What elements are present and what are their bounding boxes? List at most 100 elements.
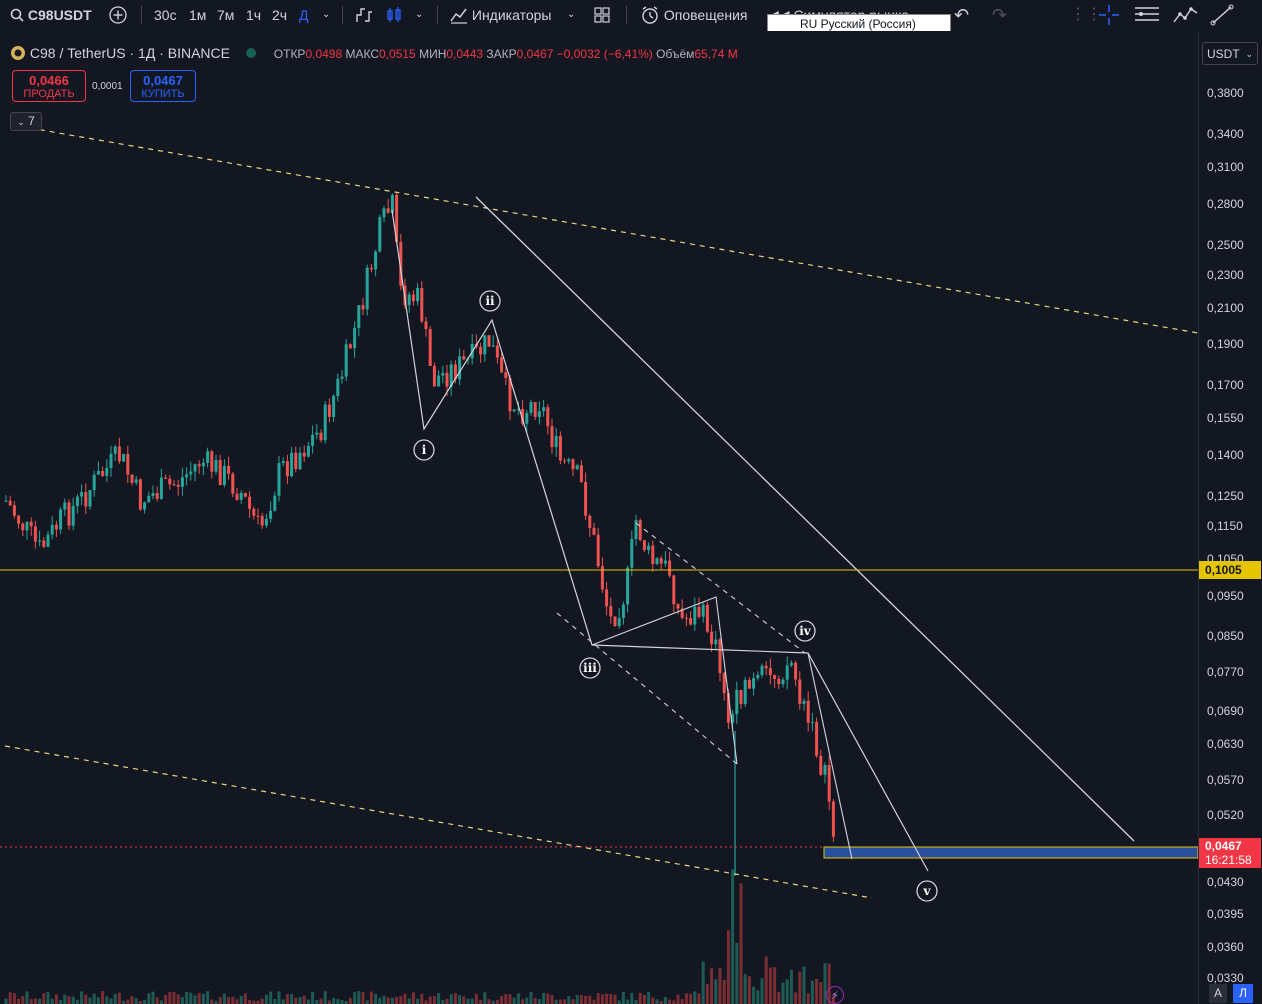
symbol-description[interactable]: С98 / TetherUS · 1Д · BINANCE xyxy=(29,45,230,61)
auto-scale-button[interactable]: A xyxy=(1209,984,1227,1003)
sell-button[interactable]: 0,0466 ПРОДАТЬ xyxy=(12,70,86,102)
volume-bar xyxy=(789,969,793,1004)
volume-bar xyxy=(554,999,558,1004)
candle-body xyxy=(365,267,369,310)
candle-body xyxy=(630,538,634,568)
candle-body xyxy=(344,344,348,377)
candles-style-button[interactable] xyxy=(385,0,403,30)
layouts-button[interactable] xyxy=(593,0,611,30)
upper-channel-dashed-line xyxy=(29,127,1199,334)
candle-body xyxy=(264,518,268,526)
volume-bar xyxy=(697,993,701,1004)
volume-bar xyxy=(264,994,268,1004)
candle-body xyxy=(29,521,33,527)
candle-body xyxy=(227,465,231,474)
volume-bar xyxy=(592,999,596,1004)
volume-bar xyxy=(575,995,579,1004)
chart-pane[interactable]: i ii iii iv v xyxy=(0,31,1199,1004)
candle-body xyxy=(327,404,331,417)
volume-bar xyxy=(458,995,462,1004)
candle-body xyxy=(701,604,705,617)
volume-bar xyxy=(542,992,546,1004)
redo-icon: ↷ xyxy=(992,5,1008,25)
wave-label-circle[interactable] xyxy=(794,620,816,642)
timeframe-1h[interactable]: 1ч xyxy=(246,7,262,23)
volume-bar xyxy=(67,996,71,1004)
chart-style-chevron-icon[interactable]: ⌄ xyxy=(415,9,424,20)
candle-body xyxy=(33,526,37,542)
close-value: 0,0467 xyxy=(516,47,554,61)
volume-bar xyxy=(369,991,373,1004)
candle-body xyxy=(424,321,428,330)
candle-body xyxy=(92,474,96,491)
elliott-wave-tool-button[interactable] xyxy=(1172,0,1200,30)
currency-selector[interactable]: USDT ⌄ xyxy=(1202,42,1258,65)
timeframe-day[interactable]: Д xyxy=(299,7,309,23)
timeframe-2h[interactable]: 2ч xyxy=(272,7,288,23)
volume-bar xyxy=(466,998,470,1004)
candle-body xyxy=(684,617,688,619)
volume-bar xyxy=(378,997,382,1004)
candle-body xyxy=(588,515,592,528)
candle-body xyxy=(441,372,445,376)
buy-label: КУПИТЬ xyxy=(141,88,185,100)
volume-bar xyxy=(180,996,184,1004)
volume-bar xyxy=(327,1000,331,1004)
alerts-button[interactable]: Оповещения xyxy=(640,0,748,30)
crosshair-tool-button[interactable] xyxy=(1098,0,1120,30)
volume-bar xyxy=(663,996,667,1004)
lines-tool-icon xyxy=(1135,7,1159,21)
volume-bar xyxy=(235,999,239,1004)
candle-body xyxy=(773,675,777,679)
sell-label: ПРОДАТЬ xyxy=(23,88,75,100)
candle-body xyxy=(243,492,247,497)
volume-bar xyxy=(479,1000,483,1004)
indicators-button[interactable]: Индикаторы xyxy=(450,0,551,30)
drag-handle-icon[interactable]: ⋮⋮ xyxy=(1070,6,1102,23)
redo-button[interactable]: ↷ xyxy=(992,0,1007,30)
volume-bar xyxy=(768,967,772,1004)
volume-bar xyxy=(88,997,92,1004)
wave-label-ii: ii xyxy=(485,294,495,308)
volume-bar xyxy=(701,961,705,1004)
candles-icon xyxy=(387,7,401,22)
alarm-clock-icon xyxy=(642,6,658,24)
lightning-icon[interactable]: ⚡ xyxy=(826,986,844,1004)
wave-label-circle[interactable] xyxy=(916,880,938,902)
timeframe-1m[interactable]: 1м xyxy=(189,7,207,23)
symbol-search-button[interactable]: C98USDT xyxy=(10,0,92,30)
candle-body xyxy=(277,463,281,496)
horizontal-lines-tool-button[interactable] xyxy=(1134,0,1160,30)
candle-body xyxy=(134,479,138,483)
candle-body xyxy=(222,465,226,485)
close-label: ЗАКР xyxy=(486,47,517,61)
trendline-tool-button[interactable] xyxy=(1210,0,1234,30)
candle-body xyxy=(747,679,751,689)
timeframe-7m[interactable]: 7м xyxy=(217,7,235,23)
volume-bar xyxy=(365,1000,369,1004)
candle-body xyxy=(109,453,113,468)
wave-label-circle[interactable] xyxy=(479,290,501,312)
compare-button[interactable] xyxy=(108,0,128,30)
candle-body xyxy=(54,524,58,530)
price-tick-label: 0,1400 xyxy=(1207,448,1244,462)
candle-body xyxy=(143,502,147,510)
timeframe-30s[interactable]: 30с xyxy=(154,7,177,23)
undo-button[interactable]: ↶ xyxy=(954,0,969,30)
volume-bar xyxy=(117,992,121,1004)
volume-bar xyxy=(96,997,100,1004)
timeframe-dropdown-chevron-icon[interactable]: ⌄ xyxy=(322,9,331,20)
log-scale-button[interactable]: Л xyxy=(1233,984,1253,1003)
wave-label-circle[interactable] xyxy=(579,657,601,679)
candle-body xyxy=(626,567,630,605)
wave-label-circle[interactable] xyxy=(413,439,435,461)
volume-bar xyxy=(445,998,449,1004)
volume-bar xyxy=(647,991,651,1004)
buy-button[interactable]: 0,0467 КУПИТЬ xyxy=(130,70,196,102)
bar-style-button[interactable] xyxy=(355,0,373,30)
volume-bar xyxy=(609,993,613,1004)
volume-bar xyxy=(214,1000,218,1004)
indicators-collapse-button[interactable]: ⌄ 7 xyxy=(10,112,42,131)
indicators-chevron-icon[interactable]: ⌄ xyxy=(567,9,576,20)
